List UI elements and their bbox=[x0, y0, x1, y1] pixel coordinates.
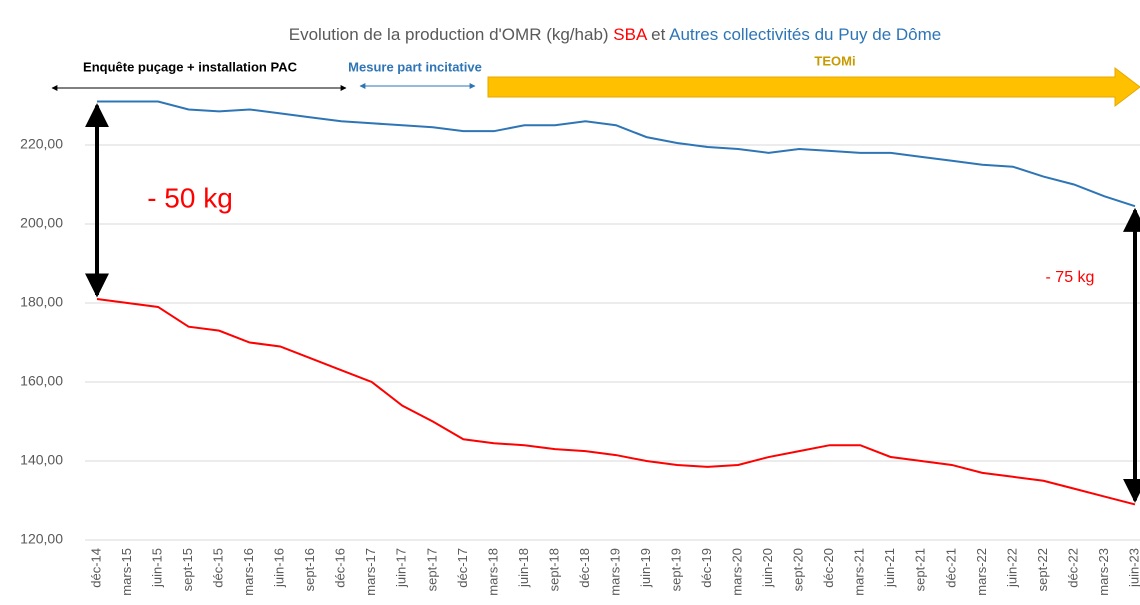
annotation: - 50 kg bbox=[147, 182, 233, 213]
x-tick-label: déc-14 bbox=[88, 548, 103, 588]
x-tick-label: sept-20 bbox=[791, 548, 806, 591]
x-tick-label: déc-19 bbox=[699, 548, 714, 588]
x-tick-label: sept-17 bbox=[424, 548, 439, 591]
x-tick-label: juin-23 bbox=[1126, 548, 1140, 588]
x-tick-label: mars-15 bbox=[119, 548, 134, 596]
y-tick-label: 120,00 bbox=[20, 531, 63, 547]
title: Evolution de la production d'OMR (kg/hab… bbox=[289, 25, 609, 44]
x-tick-label: juin-18 bbox=[516, 548, 531, 588]
chart-title: Evolution de la production d'OMR (kg/hab… bbox=[289, 25, 941, 44]
legend-entry: Autres collectivités du Puy de Dôme bbox=[669, 25, 941, 44]
x-tick-label: mars-22 bbox=[974, 548, 989, 596]
y-tick-label: 200,00 bbox=[20, 215, 63, 231]
x-tick-label: sept-15 bbox=[180, 548, 195, 591]
x-tick-label: mars-18 bbox=[485, 548, 500, 596]
x-tick-label: déc-22 bbox=[1065, 548, 1080, 588]
annotation: - 75 kg bbox=[1046, 269, 1095, 286]
x-tick-label: sept-18 bbox=[546, 548, 561, 591]
x-tick-label: déc-17 bbox=[455, 548, 470, 588]
y-tick-label: 220,00 bbox=[20, 136, 63, 152]
x-tick-label: juin-22 bbox=[1004, 548, 1019, 588]
x-tick-label: mars-23 bbox=[1096, 548, 1111, 596]
annotation: Mesure part incitative bbox=[348, 59, 482, 74]
annotation: Enquête puçage + installation PAC bbox=[83, 59, 298, 74]
x-tick-label: sept-16 bbox=[302, 548, 317, 591]
series-line bbox=[97, 100, 1136, 208]
x-tick-label: juin-19 bbox=[638, 548, 653, 588]
x-tick-label: juin-16 bbox=[272, 548, 287, 588]
x-tick-label: sept-21 bbox=[913, 548, 928, 591]
x-tick-label: juin-21 bbox=[882, 548, 897, 588]
y-tick-label: 140,00 bbox=[20, 452, 63, 468]
x-tick-label: mars-17 bbox=[363, 548, 378, 596]
x-tick-label: sept-19 bbox=[668, 548, 683, 591]
x-tick-label: déc-15 bbox=[211, 548, 226, 588]
title-joiner: et bbox=[651, 25, 665, 44]
x-tick-label: déc-16 bbox=[333, 548, 348, 588]
legend-entry: SBA bbox=[613, 25, 648, 44]
x-tick-label: mars-20 bbox=[730, 548, 745, 596]
x-tick-label: mars-19 bbox=[607, 548, 622, 596]
x-tick-label: mars-21 bbox=[852, 548, 867, 596]
annotation: TEOMi bbox=[814, 53, 855, 68]
x-tick-label: sept-22 bbox=[1035, 548, 1050, 591]
x-tick-label: déc-21 bbox=[943, 548, 958, 588]
x-tick-label: mars-16 bbox=[241, 548, 256, 596]
teomi-arrow bbox=[487, 66, 1140, 108]
x-tick-label: juin-20 bbox=[760, 548, 775, 588]
x-tick-label: juin-17 bbox=[394, 548, 409, 588]
y-tick-label: 180,00 bbox=[20, 294, 63, 310]
y-tick-label: 160,00 bbox=[20, 373, 63, 389]
x-tick-label: déc-18 bbox=[577, 548, 592, 588]
x-tick-label: déc-20 bbox=[821, 548, 836, 588]
x-tick-label: juin-15 bbox=[149, 548, 164, 588]
series-line bbox=[96, 298, 1136, 506]
